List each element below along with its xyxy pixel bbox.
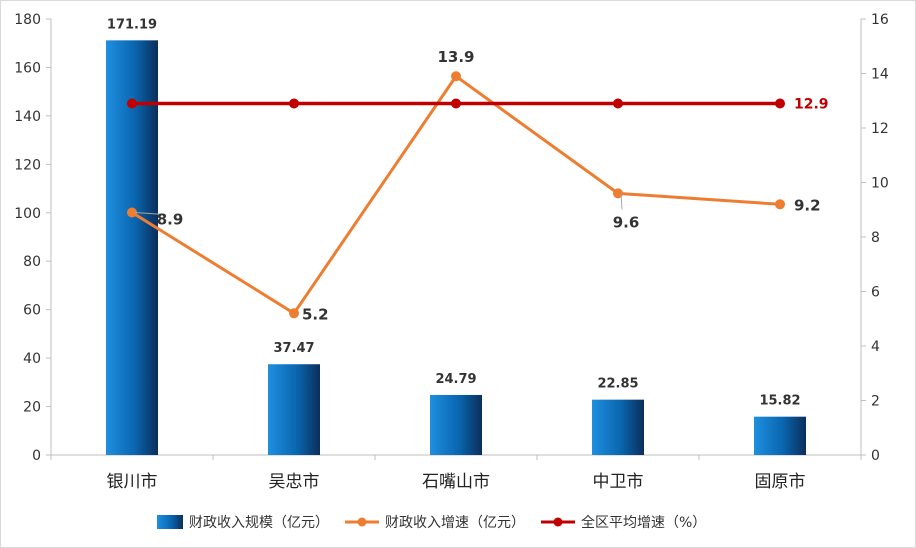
y-right-tick-label: 8 xyxy=(871,230,880,246)
bar-data-label: 37.47 xyxy=(273,341,314,356)
x-category-label: 石嘴山市 xyxy=(422,472,490,492)
average-point xyxy=(775,98,785,109)
legend-label: 财政收入增速（亿元） xyxy=(385,515,525,531)
average-point xyxy=(127,98,137,109)
y-right-tick-label: 4 xyxy=(871,339,880,355)
legend-swatch-bar xyxy=(157,515,183,529)
growth-line xyxy=(131,74,781,315)
y-right-tick-label: 12 xyxy=(871,121,889,137)
average-point xyxy=(613,98,623,109)
bars-layer xyxy=(106,40,806,455)
labels-layer: 171.19 37.47 24.79 22.85 15.82 8.9 5.2 13.9 9.6 9… xyxy=(107,17,829,408)
growth-data-label: 13.9 xyxy=(437,48,474,66)
bar-data-label: 171.19 xyxy=(107,17,157,32)
y-left-tick-label: 20 xyxy=(23,400,41,416)
growth-point xyxy=(775,199,785,210)
growth-label-leader xyxy=(134,211,165,215)
y-left-tick-label: 80 xyxy=(23,254,41,270)
x-category-label: 中卫市 xyxy=(593,472,644,492)
growth-data-label: 8.9 xyxy=(157,210,184,228)
growth-point xyxy=(289,308,299,319)
legend-label: 全区平均增速（%） xyxy=(581,514,706,531)
x-category-label: 银川市 xyxy=(107,472,158,492)
bar xyxy=(268,364,320,455)
bar-data-label: 22.85 xyxy=(597,377,638,392)
y-left-tick-label: 100 xyxy=(14,206,41,222)
growth-point xyxy=(613,188,623,199)
bar xyxy=(430,394,482,455)
lines-layer xyxy=(127,71,785,319)
y-right-tick-label: 10 xyxy=(871,176,889,192)
y-left-tick-label: 60 xyxy=(23,303,41,319)
x-category-label: 固原市 xyxy=(755,472,806,492)
growth-label-leader xyxy=(620,193,623,210)
y-left-tick-label: 40 xyxy=(23,351,41,367)
y-right-tick-label: 16 xyxy=(871,12,889,28)
axes-layer: 0 20 40 60 80 100 120 140 160 180 0 2 4 6 8 10 12 14 16 银川市… xyxy=(14,12,889,492)
bar-data-label: 24.79 xyxy=(435,372,476,387)
legend-marker-average xyxy=(553,517,563,527)
x-category-label: 吴忠市 xyxy=(269,472,320,492)
growth-data-label: 9.6 xyxy=(613,213,640,231)
legend-marker-growth xyxy=(357,517,367,527)
bar xyxy=(106,40,158,455)
y-left-tick-label: 140 xyxy=(14,109,41,125)
bar-data-label: 15.82 xyxy=(759,394,800,409)
y-right-tick-label: 2 xyxy=(871,394,880,410)
y-right-tick-label: 14 xyxy=(871,67,889,83)
y-left-tick-label: 160 xyxy=(14,60,41,76)
growth-data-label: 9.2 xyxy=(794,196,821,214)
y-left-tick-label: 180 xyxy=(14,12,41,28)
y-left-tick-label: 120 xyxy=(14,157,41,173)
y-left-tick-label: 0 xyxy=(32,448,41,464)
y-right-tick-label: 0 xyxy=(871,448,880,464)
y-right-tick-label: 6 xyxy=(871,285,880,301)
legend-label: 财政收入规模（亿元） xyxy=(189,515,329,531)
growth-data-label: 5.2 xyxy=(302,305,329,323)
legend: 财政收入规模（亿元） 财政收入增速（亿元） 全区平均增速（%） xyxy=(157,514,706,531)
bar xyxy=(592,399,644,455)
growth-point xyxy=(451,71,461,82)
average-point xyxy=(289,98,299,109)
average-data-label: 12.9 xyxy=(794,96,829,112)
average-point xyxy=(451,98,461,109)
bar xyxy=(754,416,806,455)
